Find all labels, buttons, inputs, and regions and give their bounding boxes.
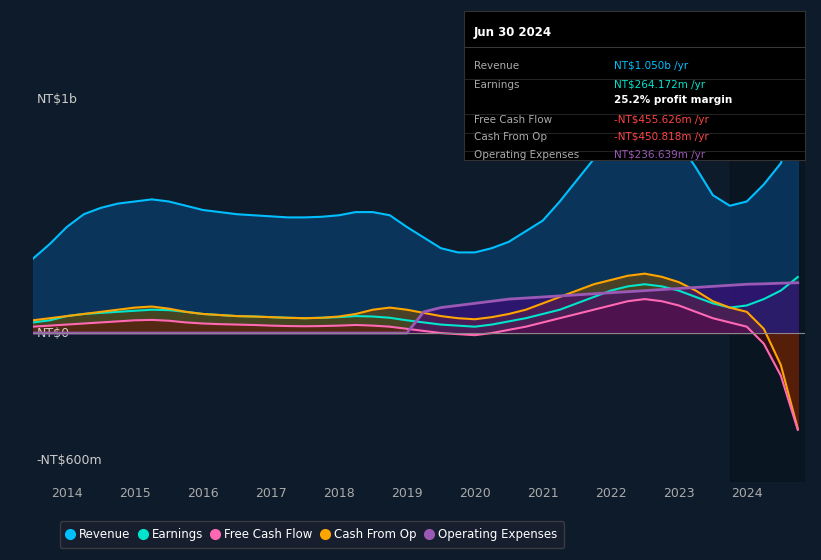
- Text: NT$0: NT$0: [37, 326, 70, 339]
- Text: -NT$450.818m /yr: -NT$450.818m /yr: [614, 132, 709, 142]
- Text: Cash From Op: Cash From Op: [474, 132, 547, 142]
- Text: NT$1.050b /yr: NT$1.050b /yr: [614, 61, 688, 71]
- Legend: Revenue, Earnings, Free Cash Flow, Cash From Op, Operating Expenses: Revenue, Earnings, Free Cash Flow, Cash …: [60, 521, 564, 548]
- Text: NT$264.172m /yr: NT$264.172m /yr: [614, 81, 705, 90]
- Text: -NT$600m: -NT$600m: [37, 454, 103, 467]
- Text: Revenue: Revenue: [474, 61, 519, 71]
- Text: -NT$455.626m /yr: -NT$455.626m /yr: [614, 115, 709, 124]
- Text: NT$236.639m /yr: NT$236.639m /yr: [614, 150, 705, 160]
- Text: Jun 30 2024: Jun 30 2024: [474, 26, 553, 39]
- Text: Free Cash Flow: Free Cash Flow: [474, 115, 553, 124]
- Bar: [730, 78, 805, 482]
- Text: Operating Expenses: Operating Expenses: [474, 150, 580, 160]
- Text: NT$1b: NT$1b: [37, 93, 77, 106]
- Text: Earnings: Earnings: [474, 81, 520, 90]
- Text: 25.2% profit margin: 25.2% profit margin: [614, 95, 732, 105]
